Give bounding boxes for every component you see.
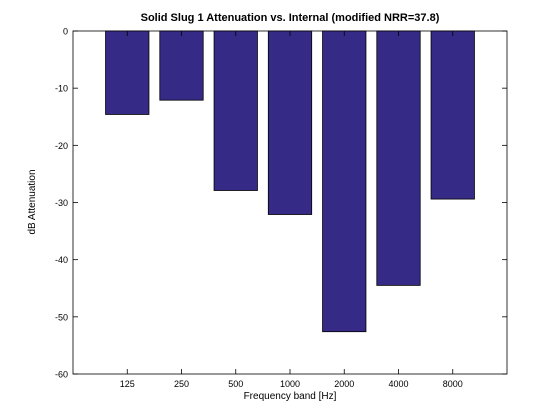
x-tick-label: 125 — [120, 379, 135, 389]
x-tick-label: 4000 — [388, 379, 408, 389]
bar-500 — [213, 30, 258, 191]
bar-250 — [159, 30, 204, 101]
y-tick-label: -20 — [55, 141, 68, 151]
bar-series — [105, 30, 475, 333]
bar-2000 — [322, 30, 367, 333]
y-tick-label: -50 — [55, 312, 68, 322]
bar-125 — [105, 30, 150, 115]
chart-title: Solid Slug 1 Attenuation vs. Internal (m… — [141, 12, 440, 24]
y-tick-label: -30 — [55, 198, 68, 208]
bar-1000 — [267, 30, 313, 215]
x-tick-label: 500 — [228, 379, 243, 389]
y-tick-label: -10 — [55, 84, 68, 94]
x-tick-label: 2000 — [334, 379, 354, 389]
x-tick-label: 8000 — [443, 379, 463, 389]
bar-4000 — [376, 30, 421, 286]
y-axis-label: dB Attenuation — [27, 169, 38, 234]
y-tick-label: -60 — [55, 370, 68, 380]
y-axis: 0 -10 -20 -30 -40 -50 -60 — [55, 27, 507, 380]
x-tick-label: 250 — [174, 379, 189, 389]
y-tick-label: -40 — [55, 255, 68, 265]
x-axis-label: Frequency band [Hz] — [244, 391, 337, 402]
x-axis: 125 250 500 1000 2000 4000 8000 — [120, 31, 463, 389]
bar-8000 — [430, 30, 475, 200]
y-tick-label: 0 — [63, 27, 68, 37]
x-tick-label: 1000 — [280, 379, 300, 389]
